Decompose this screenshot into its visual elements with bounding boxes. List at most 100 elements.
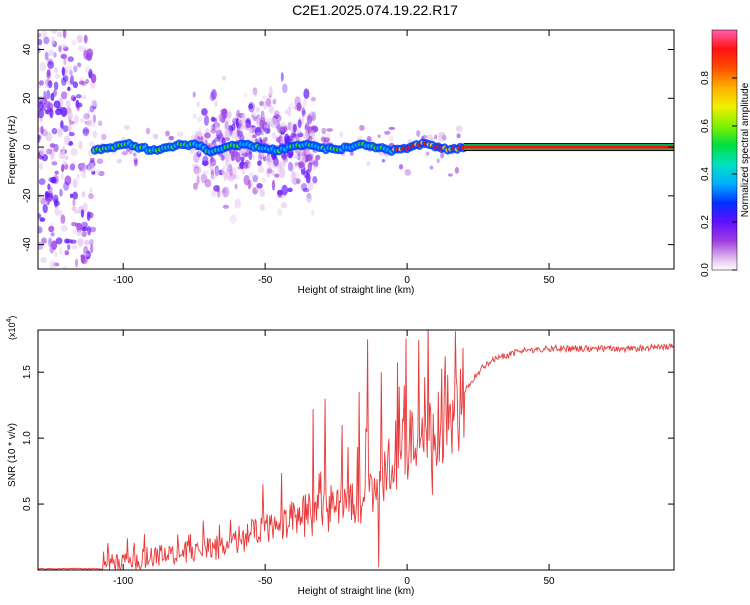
spectrogram-ytick-label: 40 bbox=[22, 44, 33, 56]
spectrogram-cell bbox=[54, 73, 61, 79]
spectrogram-cell bbox=[68, 120, 75, 125]
spectrogram-cell bbox=[49, 143, 56, 148]
spectrogram-cell bbox=[39, 148, 45, 157]
spectrogram-cell bbox=[58, 246, 64, 256]
spectrogram-cell bbox=[43, 36, 50, 45]
spectrogram-cell bbox=[207, 143, 212, 148]
spectrogram-cell bbox=[429, 165, 434, 170]
spectrogram-cell bbox=[145, 127, 151, 135]
spectrogram-cell bbox=[116, 158, 123, 164]
spectrogram-cell bbox=[76, 230, 83, 237]
spectrogram-cell bbox=[304, 132, 310, 140]
spectrogram-cell bbox=[248, 128, 253, 134]
spectrogram-cell bbox=[209, 91, 216, 102]
spectrogram-cell bbox=[302, 187, 310, 193]
spectrogram-cell bbox=[83, 245, 89, 256]
spectrogram-cell bbox=[210, 116, 216, 122]
spectrogram-cell bbox=[77, 206, 82, 214]
spectrogram-cell bbox=[176, 131, 184, 137]
spectrogram-cell bbox=[292, 170, 296, 181]
spectrogram-cell bbox=[64, 164, 69, 170]
spectrogram-cell bbox=[192, 164, 199, 169]
spectrogram-cell bbox=[262, 155, 267, 162]
spectrogram-cell bbox=[72, 191, 78, 200]
spectrogram-cell bbox=[75, 94, 82, 99]
spectrogram-cell bbox=[209, 165, 214, 173]
spectrogram-cell bbox=[134, 159, 138, 167]
spectrogram-cell bbox=[222, 186, 230, 198]
snr-xtick-label: -50 bbox=[258, 576, 273, 587]
spectrogram-cell bbox=[62, 30, 67, 39]
spectrogram-cell bbox=[231, 167, 237, 179]
spectrogram-xtick-label: 0 bbox=[404, 275, 410, 286]
spectrogram-marks bbox=[38, 30, 674, 269]
spectrogram-cell bbox=[153, 133, 159, 140]
spectrogram-cell bbox=[50, 92, 55, 101]
snr-panel: -100 -50 0 50 1.5 1.0 0.5 Height of straight l… bbox=[6, 316, 675, 597]
spectrogram-cell bbox=[62, 125, 69, 132]
spectrogram-cell bbox=[49, 259, 56, 269]
spectrogram-cell bbox=[260, 188, 265, 198]
spectrogram-cell bbox=[261, 177, 267, 183]
spectrogram-cell bbox=[95, 169, 101, 176]
spectrogram-cell bbox=[235, 117, 240, 129]
spectrogram-cell bbox=[193, 182, 198, 190]
spectrogram-cell bbox=[41, 30, 47, 39]
spectrogram-cell bbox=[291, 177, 299, 185]
spectrogram-cell bbox=[192, 91, 196, 98]
spectrogram-cell bbox=[200, 135, 204, 141]
spectrogram-cell bbox=[69, 163, 76, 171]
spectrogram-cell bbox=[67, 244, 71, 251]
spectrogram-cell bbox=[223, 137, 231, 142]
spectrogram-cell bbox=[448, 173, 453, 177]
spectrogram-cell bbox=[54, 170, 59, 175]
spectrogram-xlabel: Height of straight line (km) bbox=[298, 285, 415, 296]
spectrogram-cell bbox=[310, 209, 315, 217]
spectrogram-cell bbox=[38, 80, 45, 86]
spectrogram-cell bbox=[47, 61, 55, 70]
spectrogram-cell bbox=[89, 244, 94, 254]
spectrogram-cell bbox=[165, 130, 170, 137]
spectrogram-cell bbox=[294, 161, 298, 167]
spectrogram-cell bbox=[381, 159, 386, 163]
spectrogram-cell bbox=[297, 105, 302, 111]
spectrogram-cell bbox=[231, 123, 236, 131]
spectrogram-cell bbox=[273, 158, 280, 167]
spectrogram-cell bbox=[210, 173, 217, 181]
spectrogram-cell bbox=[46, 196, 51, 206]
spectrogram-cell bbox=[309, 161, 316, 166]
spectrogram-cell bbox=[243, 92, 248, 98]
spectrogram-cell bbox=[48, 225, 55, 233]
spectrogram-cell bbox=[86, 48, 94, 58]
spectrogram-cell bbox=[217, 114, 222, 120]
spectrogram-cell bbox=[72, 81, 79, 89]
spectrogram-cell bbox=[43, 97, 48, 105]
spectrogram-cell bbox=[268, 104, 274, 114]
spectrogram-cell bbox=[196, 116, 203, 123]
spectrogram-cell bbox=[61, 164, 65, 173]
spectrogram-cell bbox=[253, 90, 258, 98]
spectrogram-cell bbox=[277, 127, 281, 138]
spectrogram-cell bbox=[252, 174, 259, 183]
spectrogram-cell bbox=[221, 75, 227, 81]
svg-text:(x104): (x104) bbox=[6, 316, 17, 340]
spectrogram-cell bbox=[442, 134, 447, 141]
spectrogram-cell bbox=[272, 98, 277, 105]
spectrogram-cell bbox=[281, 127, 288, 133]
spectrogram-cell bbox=[440, 151, 444, 159]
spectrogram-cell bbox=[312, 176, 318, 184]
spectrogram-cell bbox=[70, 148, 78, 157]
spectrogram-cell bbox=[271, 179, 276, 191]
spectrogram-cell bbox=[152, 133, 159, 139]
spectrogram-cell bbox=[313, 159, 319, 168]
spectrogram-cell bbox=[38, 47, 41, 53]
spectrogram-cell bbox=[63, 58, 67, 66]
spectrogram-cell bbox=[279, 167, 286, 179]
spectrogram-cell bbox=[357, 135, 363, 139]
spectrogram-cell bbox=[63, 181, 70, 191]
spectrogram-cell bbox=[84, 239, 90, 246]
snr-series-line bbox=[38, 330, 674, 570]
spectrogram-cell bbox=[53, 51, 57, 58]
spectrogram-cell bbox=[76, 103, 80, 111]
